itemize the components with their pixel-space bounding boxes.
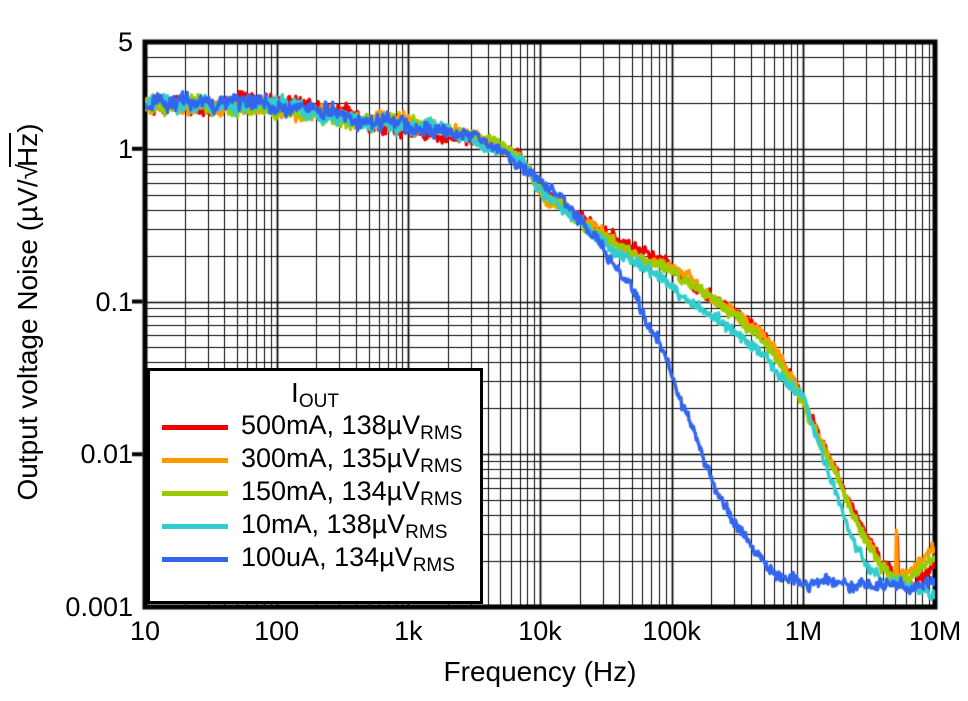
legend-label-text: 150mA, 134µV xyxy=(241,476,421,506)
legend-swatch xyxy=(162,524,228,529)
legend-label-sub: RMS xyxy=(420,456,463,477)
legend-title: IOUT xyxy=(150,375,480,412)
legend-title-sub: OUT xyxy=(298,391,339,412)
legend-label: 300mA, 135µVRMS xyxy=(241,443,462,478)
x-tick-label: 1M xyxy=(784,616,823,646)
legend-label-text: 500mA, 138µV xyxy=(241,410,421,440)
x-tick-label: 10M xyxy=(908,616,962,646)
legend-label: 10mA, 138µVRMS xyxy=(241,509,447,544)
legend-swatch xyxy=(162,458,228,463)
legend-label: 150mA, 134µVRMS xyxy=(241,476,462,511)
legend-item-300ma: 300mA, 135µVRMS xyxy=(150,443,480,478)
legend-label: 100uA, 134µVRMS xyxy=(241,542,455,577)
legend-item-150ma: 150mA, 134µVRMS xyxy=(150,476,480,511)
x-tick-label: 10 xyxy=(129,616,161,646)
legend-item-500ma: 500mA, 138µVRMS xyxy=(150,410,480,445)
x-tick-label: 100 xyxy=(254,616,300,646)
y-tick-label: 0.1 xyxy=(95,286,133,317)
legend-label-sub: RMS xyxy=(420,423,463,444)
x-tick-label: 10k xyxy=(518,616,562,646)
legend-title-main: I xyxy=(291,377,299,408)
legend-item-10ma: 10mA, 138µVRMS xyxy=(150,509,480,544)
legend-label-sub: RMS xyxy=(405,522,448,543)
legend-label: 500mA, 138µVRMS xyxy=(241,410,462,445)
x-tick-label: 100k xyxy=(642,616,701,646)
legend-label-text: 300mA, 135µV xyxy=(241,443,421,473)
y-tick-label: 1 xyxy=(117,133,133,164)
legend-swatch xyxy=(162,557,228,562)
y-tick-label: 0.01 xyxy=(80,439,133,470)
legend-swatch xyxy=(162,491,228,496)
legend: IOUT 500mA, 138µVRMS 300mA, 135µVRMS 150… xyxy=(147,368,483,604)
legend-swatch xyxy=(162,425,228,430)
legend-item-100ua: 100uA, 134µVRMS xyxy=(150,542,480,577)
legend-label-sub: RMS xyxy=(412,555,455,576)
y-tick-label: 0.001 xyxy=(65,592,133,622)
y-axis-title-close: ) xyxy=(12,123,43,133)
x-axis-title: Frequency (Hz) xyxy=(443,656,637,687)
legend-label-sub: RMS xyxy=(420,489,463,510)
y-tick-label: 5 xyxy=(117,27,133,57)
legend-label-text: 10mA, 138µV xyxy=(241,509,406,539)
x-tick-label: 1k xyxy=(394,616,423,646)
legend-label-text: 100uA, 134µV xyxy=(241,542,413,572)
